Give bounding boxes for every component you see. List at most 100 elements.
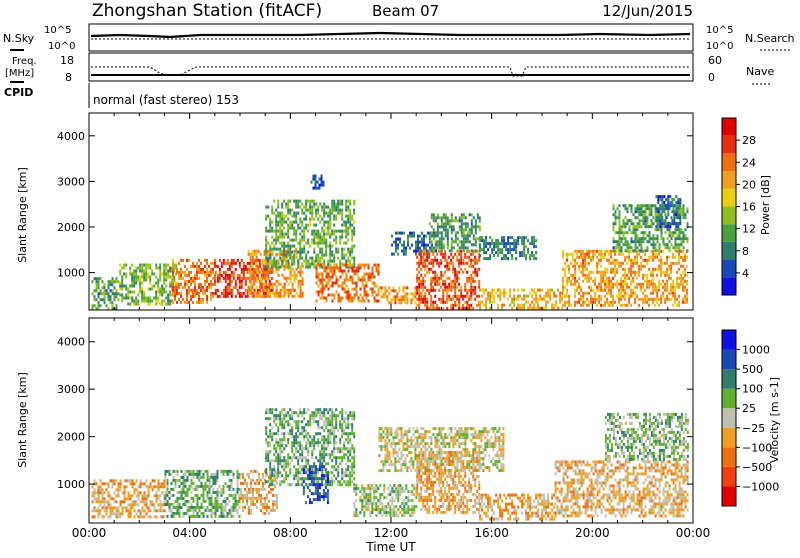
power-cell [323,239,325,242]
power-cell [684,280,686,283]
power-cell [469,240,471,243]
power-cell [299,206,301,209]
power-cell [237,274,239,277]
power-cell [417,247,419,250]
power-cell [463,222,465,225]
power-cell [600,277,602,280]
power-cell [256,256,258,259]
power-cell [598,271,600,274]
velocity-cell [221,515,223,518]
velocity-cell [179,512,181,515]
power-cell [351,239,353,242]
velocity-cell [227,473,229,476]
power-cell [239,262,241,265]
power-cell [231,265,233,268]
velocity-cell [260,500,262,503]
power-cell [586,292,588,295]
power-cell [641,231,643,234]
velocity-cell [279,420,281,423]
power-cell [462,262,464,265]
power-cell [568,280,570,283]
power-cell [248,268,250,271]
velocity-cell [94,506,96,509]
power-cell [620,295,622,298]
power-cell [167,297,169,300]
power-cell [264,271,266,274]
power-cell [327,245,329,248]
power-cell [474,274,476,277]
power-cell [461,240,463,243]
velocity-cell [276,503,278,506]
power-cell [274,283,276,286]
power-cell [470,286,472,289]
power-cell [517,242,519,245]
power-cell [434,307,436,310]
power-cell [479,254,481,257]
power-cell [275,263,277,266]
velocity-cell [287,432,289,435]
velocity-cell [201,512,203,515]
power-cell [647,240,649,243]
power-cell [632,265,634,268]
power-cell [683,210,685,213]
power-cell [145,267,147,270]
power-cell [121,279,123,282]
velocity-cell [130,512,132,515]
power-cell [127,291,129,294]
power-cell [290,280,292,283]
power-cell [267,257,269,260]
power-cell [174,286,176,289]
velocity-cell [201,476,203,479]
power-cell [483,257,485,260]
power-cell [341,200,343,203]
power-cell [608,304,610,307]
velocity-cell [167,482,169,485]
power-cell [670,286,672,289]
power-colorbar-label: Power [dB] [759,175,772,235]
power-cell [485,245,487,248]
power-cell [335,206,337,209]
power-cell [435,246,437,249]
power-cell [608,286,610,289]
power-cell [422,262,424,265]
velocity-cell [104,482,106,485]
power-cell [345,224,347,227]
power-cell [432,259,434,262]
velocity-cell [297,429,299,432]
power-cell [235,295,237,298]
power-cell [476,304,478,307]
power-cell [438,289,440,292]
power-cell [614,262,616,265]
power-cell [620,262,622,265]
velocity-cell [233,473,235,476]
power-cell [418,295,420,298]
power-cell [615,210,617,213]
velocity-cell [295,438,297,441]
velocity-cell [130,506,132,509]
power-cell [145,264,147,267]
power-cell [221,292,223,295]
power-cell [684,259,686,262]
power-cell [208,271,210,274]
power-cell [450,289,452,292]
power-cell [241,286,243,289]
power-cell [256,292,258,295]
power-cell [495,245,497,248]
power-cell [663,210,665,213]
power-cell [295,239,297,242]
power-cell [265,292,267,295]
power-cell [339,203,341,206]
power-cell [116,295,118,298]
power-cell [625,225,627,228]
power-cell [186,301,188,304]
power-cell [682,259,684,262]
power-cell [417,250,419,253]
power-cell [489,245,491,248]
power-cell [253,292,255,295]
power-cell [442,301,444,304]
power-cell [457,249,459,252]
velocity-cell [231,482,233,485]
power-cell [378,264,380,267]
power-cell [319,178,321,181]
power-cell [269,218,271,221]
